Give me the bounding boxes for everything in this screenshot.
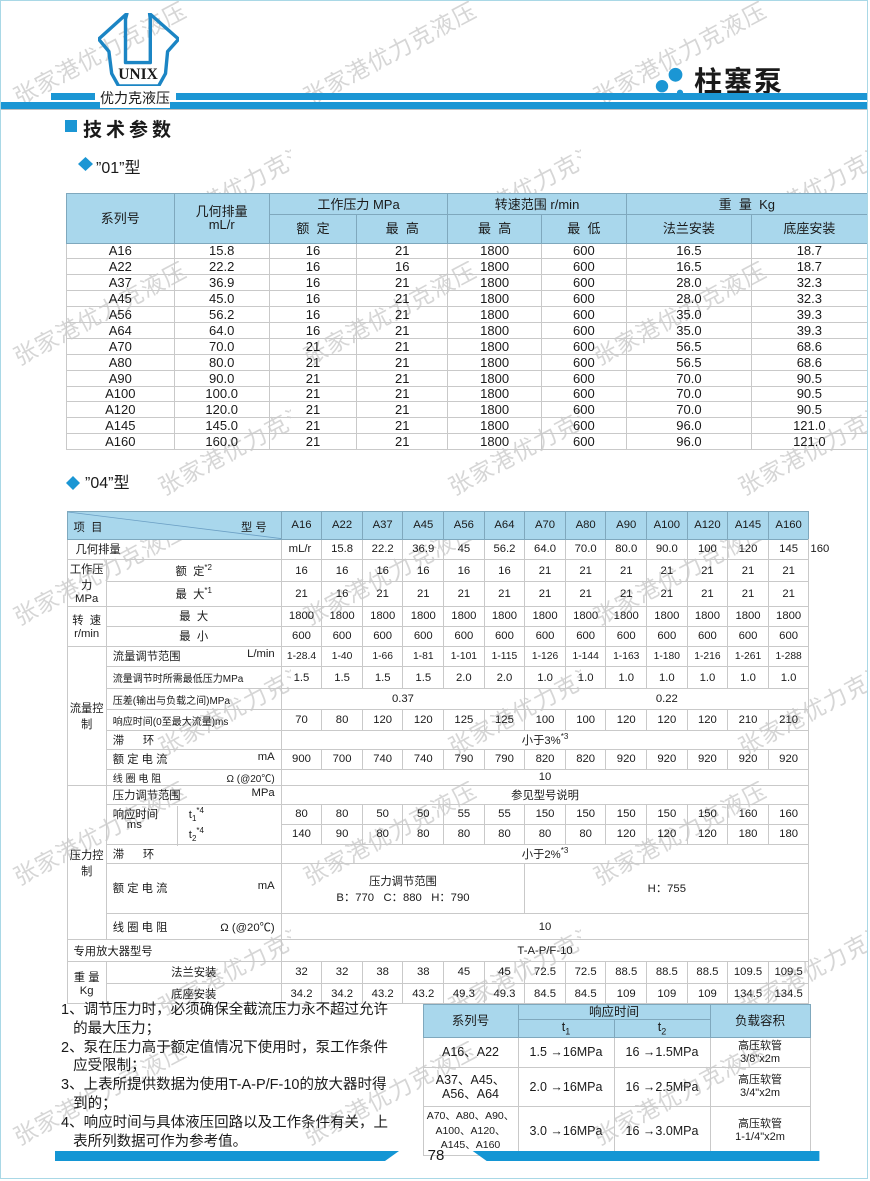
svg-text:UNIX: UNIX xyxy=(118,66,158,83)
